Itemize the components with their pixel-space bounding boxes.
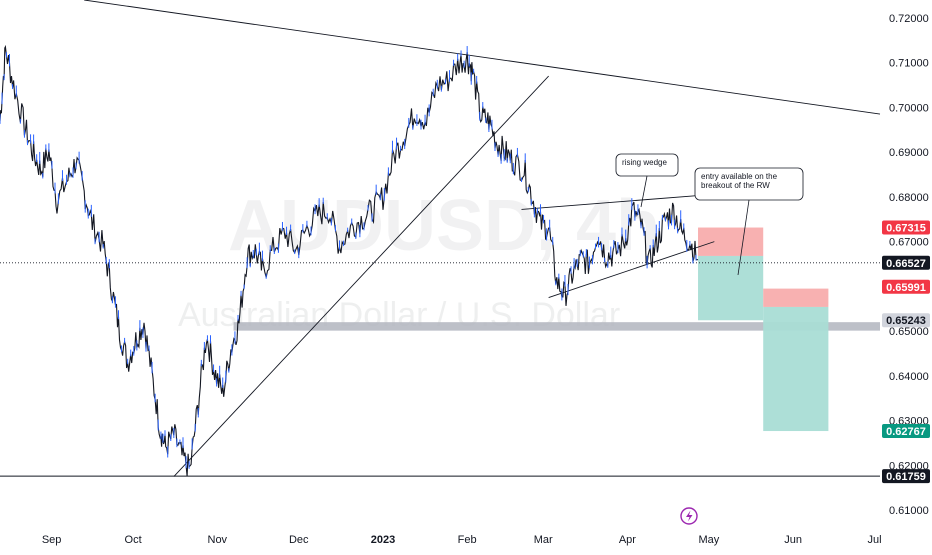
x-tick-label: Jun: [784, 534, 802, 546]
x-tick-label: Feb: [458, 534, 477, 546]
price-tag-label: 0.66527: [886, 258, 926, 270]
rising-wedge-note[interactable]: rising wedge: [615, 153, 679, 208]
price-tag-2: 0.66527: [882, 255, 930, 270]
x-tick-label: Jul: [868, 534, 882, 546]
y-tick-label: 0.72000: [889, 13, 929, 25]
y-tick-label: 0.64000: [889, 371, 929, 383]
price-tag-bg: [882, 313, 930, 328]
support-band: [233, 322, 880, 331]
price-tag-5: 0.62767: [882, 424, 930, 439]
price-tag-6: 0.61759: [882, 469, 930, 484]
y-axis[interactable]: 0.72000 0.71000 0.70000 0.69000 0.68000 0.670…: [889, 13, 929, 517]
stop-zone-1: [698, 227, 764, 256]
rising-wedge-note-pointer: [640, 175, 648, 208]
price-tag-label: 0.67315: [886, 223, 926, 235]
price-tag-bg: [882, 424, 930, 439]
entry-note-pointer: [737, 199, 750, 276]
lightning-icon: [686, 510, 693, 522]
x-tick-label: 2023: [371, 534, 395, 546]
price-layer: [0, 44, 699, 477]
stop-zone-2: [763, 288, 829, 307]
x-axis[interactable]: Sep Oct Nov Dec 2023 Feb Mar Apr May Jun Jul: [42, 534, 882, 546]
price-tag-label: 0.61759: [886, 471, 926, 483]
watermark-symbol: AUDUSD, 4h: [228, 186, 660, 266]
y-tick-label: 0.65000: [889, 326, 929, 338]
price-tag-3: 0.65991: [882, 279, 930, 294]
price-tag-label: 0.62767: [886, 426, 926, 438]
x-tick-label: Nov: [208, 534, 228, 546]
trendline-2[interactable]: [173, 75, 549, 477]
y-tick-label: 0.70000: [889, 102, 929, 114]
x-tick-label: Dec: [289, 534, 309, 546]
price-tag-label: 0.65991: [886, 282, 926, 294]
target-zone-1: [698, 255, 764, 321]
price-tag-label: 0.65243: [886, 315, 926, 327]
x-tick-label: Oct: [125, 534, 142, 546]
y-tick-label: 0.71000: [889, 58, 929, 70]
entry-note-text: entry available on the: [701, 172, 778, 181]
rising-wedge-note-text: rising wedge: [622, 158, 667, 167]
watermark-layer: AUDUSD, 4h Australian Dollar / U.S. Doll…: [178, 186, 660, 334]
price-tag-4: 0.65243: [882, 313, 930, 328]
y-tick-label: 0.68000: [889, 192, 929, 204]
price-tag-bg: [882, 469, 930, 484]
y-tick-label: 0.61000: [889, 505, 929, 517]
trendline-3[interactable]: [521, 195, 699, 210]
tradingview-logo[interactable]: [680, 507, 698, 525]
lightning-logo-icon[interactable]: [680, 507, 698, 525]
x-tick-label: Mar: [534, 534, 553, 546]
trendline-1[interactable]: [84, 0, 881, 115]
y-tick-label: 0.67000: [889, 237, 929, 249]
notes-layer: rising wedge entry available on thebreako…: [615, 153, 804, 276]
price-tag-bg: [882, 279, 930, 294]
zones-layer: [233, 227, 880, 432]
price-tag-bg: [882, 220, 930, 235]
y-tick-label: 0.69000: [889, 147, 929, 159]
price-tags: 0.67315 0.66527 0.65991 0.65243 0.62767 0.617…: [882, 220, 930, 484]
entry-note-text: breakout of the RW: [701, 181, 770, 190]
target-zone-2: [763, 306, 829, 432]
x-tick-label: Sep: [42, 534, 62, 546]
x-tick-label: May: [698, 534, 719, 546]
price-tag-bg: [882, 255, 930, 270]
price-tag-1: 0.67315: [882, 220, 930, 235]
x-tick-label: Apr: [619, 534, 636, 546]
